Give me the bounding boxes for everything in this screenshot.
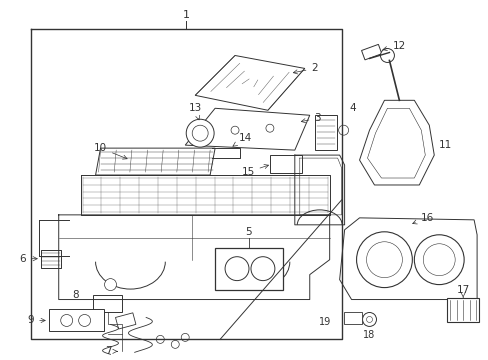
Polygon shape: [95, 148, 215, 175]
Circle shape: [362, 312, 376, 327]
Circle shape: [224, 257, 248, 280]
Text: 1: 1: [183, 10, 189, 20]
Circle shape: [192, 125, 208, 141]
Circle shape: [181, 333, 189, 341]
Circle shape: [61, 315, 73, 327]
Bar: [269, 155, 301, 173]
Text: 3: 3: [301, 113, 321, 123]
Circle shape: [79, 315, 90, 327]
Text: 13: 13: [188, 103, 202, 120]
Text: 16: 16: [412, 213, 433, 224]
Bar: [115, 313, 136, 329]
Text: 12: 12: [382, 41, 405, 51]
Bar: [314, 115, 336, 150]
Circle shape: [104, 279, 116, 291]
Circle shape: [265, 124, 273, 132]
Text: 7: 7: [105, 346, 117, 356]
Circle shape: [230, 126, 239, 134]
Text: 17: 17: [456, 284, 469, 297]
Text: 9: 9: [27, 315, 45, 325]
Bar: [215, 248, 282, 289]
Bar: [447, 298, 478, 323]
Circle shape: [250, 257, 274, 280]
Text: 14: 14: [232, 133, 251, 146]
Text: 4: 4: [349, 103, 355, 113]
Circle shape: [186, 119, 214, 147]
Polygon shape: [185, 108, 309, 150]
Text: 11: 11: [438, 140, 451, 150]
Circle shape: [156, 336, 164, 343]
Text: 15: 15: [241, 165, 268, 177]
Text: 19: 19: [319, 318, 331, 328]
Polygon shape: [339, 218, 476, 300]
Text: 18: 18: [363, 330, 375, 341]
Polygon shape: [195, 55, 304, 110]
Text: 8: 8: [72, 289, 79, 300]
Text: 6: 6: [20, 254, 37, 264]
Circle shape: [366, 242, 402, 278]
Bar: [361, 44, 381, 60]
Text: 5: 5: [245, 227, 252, 237]
Circle shape: [171, 340, 179, 348]
Circle shape: [413, 235, 463, 285]
Bar: [343, 312, 361, 324]
Circle shape: [338, 125, 348, 135]
Text: 2: 2: [293, 63, 317, 74]
Bar: [49, 310, 103, 332]
Circle shape: [356, 232, 411, 288]
Bar: [92, 294, 122, 312]
Bar: [41, 250, 61, 268]
Circle shape: [423, 244, 454, 276]
Text: 10: 10: [94, 143, 127, 159]
Circle shape: [244, 279, 255, 291]
Polygon shape: [359, 100, 433, 185]
Circle shape: [366, 316, 372, 323]
Circle shape: [380, 49, 394, 62]
